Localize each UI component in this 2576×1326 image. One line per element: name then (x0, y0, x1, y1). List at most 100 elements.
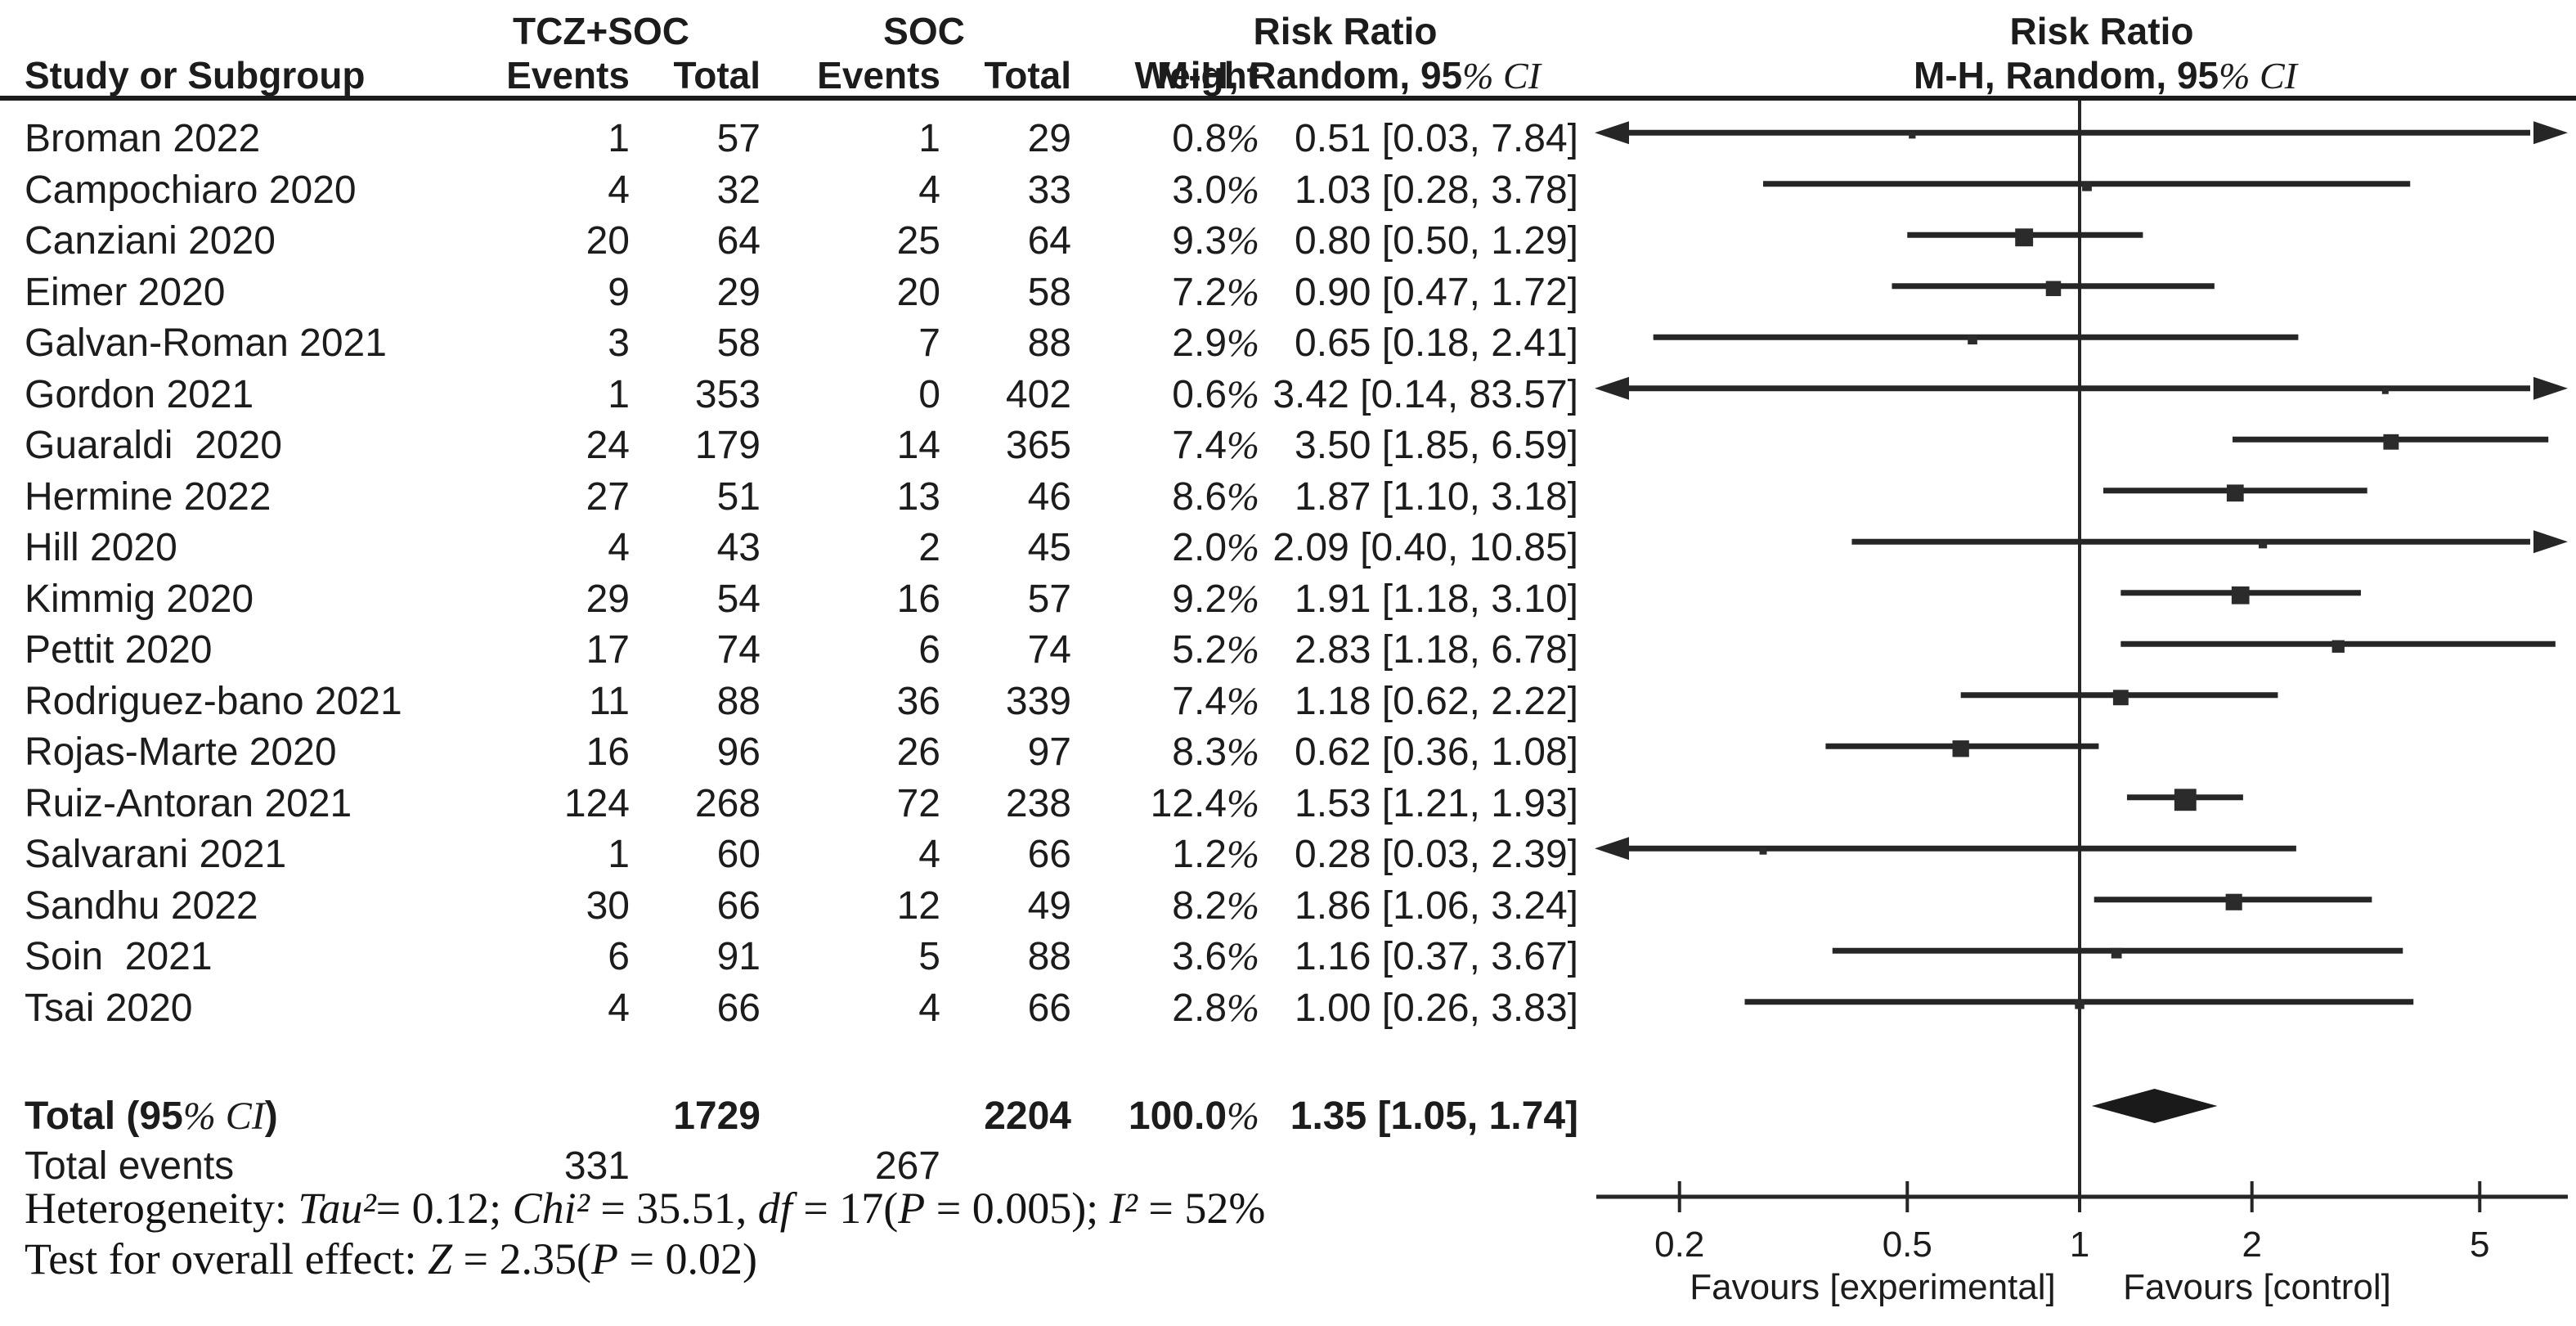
table-row: Guaraldi 2020 24 179 14 365 7.4% 3.50 [1.85, 6… (0, 420, 1603, 472)
right-arrow (2533, 376, 2568, 400)
point-estimate-marker (1968, 335, 1977, 345)
total-events-soc: 267 (874, 1144, 940, 1188)
risk-ratio-ci-text: 1.53 [1.21, 1.93] (1295, 781, 1578, 825)
soc-group-header: SOC (883, 10, 965, 52)
study-name: Pettit 2020 (25, 628, 213, 672)
tcz-events-value: 24 (586, 424, 630, 467)
study-name: Sandhu 2022 (25, 883, 258, 928)
study-name: Broman 2022 (25, 117, 261, 160)
statistic-symbol: Tau² (298, 1184, 376, 1233)
table-row: Hermine 2022 27 51 13 46 8.6% 1.87 [1.10, 3.18… (0, 472, 1603, 524)
soc-total-value: 57 (1027, 577, 1071, 621)
percent-sign: % (1227, 628, 1259, 672)
soc-events-value: 13 (896, 474, 940, 519)
percent-sign: % (1227, 117, 1259, 160)
tcz-soc-group-header: TCZ+SOC (513, 10, 689, 52)
tcz-events-value: 6 (608, 935, 630, 978)
risk-ratio-ci-text: 1.03 [0.28, 3.78] (1295, 168, 1578, 212)
percent-sign: % (1227, 781, 1259, 825)
table-row: Rojas-Marte 2020 16 96 26 97 8.3% 0.62 [0.36, … (0, 727, 1603, 779)
percent-sign: % (1227, 270, 1259, 314)
risk-ratio-plot-column-title: Risk Ratio (2009, 10, 2194, 52)
tcz-total-value: 66 (716, 883, 761, 928)
statistic-text: = 2.35( (452, 1234, 591, 1283)
point-estimate-marker (2259, 540, 2268, 549)
left-arrow (1595, 121, 1629, 145)
percent-sign: % (1227, 986, 1259, 1030)
weight-value: 2.9% (1172, 321, 1259, 365)
tcz-total-value: 91 (716, 935, 761, 978)
statistic-text: = 0.12; (375, 1184, 513, 1233)
weight-value: 9.2% (1172, 577, 1259, 621)
point-estimate-marker (2174, 789, 2197, 811)
soc-events-value: 4 (918, 986, 940, 1030)
tcz-events-value: 1 (608, 372, 630, 416)
table-row: Rodriguez-bano 2021 11 88 36 339 7.4% 1.18 [0.… (0, 676, 1603, 728)
weight-value: 12.4% (1150, 781, 1259, 825)
soc-total-column-header: Total (984, 54, 1071, 97)
header-divider-line (0, 96, 2576, 101)
point-estimate-marker (2331, 640, 2345, 653)
tcz-total-value: 54 (716, 577, 761, 621)
table-row: Ruiz-Antoran 2021 124 268 72 238 12.4% 1.53 [1… (0, 779, 1603, 830)
percent-sign: % (1227, 424, 1259, 467)
risk-ratio-ci-text: 0.62 [0.36, 1.08] (1295, 730, 1578, 774)
soc-events-value: 36 (896, 679, 940, 723)
point-estimate-marker (2082, 181, 2092, 191)
soc-total-value: 66 (1027, 833, 1071, 876)
weight-value: 7.4% (1172, 679, 1259, 723)
axis-tick-label: 2 (2242, 1225, 2261, 1265)
axis-tick-label: 0.2 (1654, 1225, 1704, 1265)
percent-sign: % (1227, 679, 1259, 723)
tcz-events-value: 4 (608, 526, 630, 569)
tcz-events-value: 124 (563, 781, 630, 825)
soc-total-value: 49 (1027, 883, 1071, 928)
right-arrow (2533, 530, 2568, 554)
percent-sign: % (1227, 219, 1259, 263)
total-events-row: Total events 331 267 (0, 1141, 1603, 1192)
pooled-effect-diamond (2091, 1089, 2218, 1123)
tcz-events-value: 20 (586, 219, 630, 263)
tcz-events-value: 9 (608, 270, 630, 314)
total-label: Total (95% CI) (25, 1095, 278, 1138)
soc-total-value: 74 (1027, 628, 1071, 672)
tcz-events-value: 17 (586, 628, 630, 672)
study-name: Rojas-Marte 2020 (25, 730, 337, 774)
risk-ratio-ci-text: 0.90 [0.47, 1.72] (1295, 270, 1578, 314)
weight-value: 3.0% (1172, 168, 1259, 212)
soc-events-value: 14 (896, 424, 940, 467)
tcz-events-value: 29 (586, 577, 630, 621)
soc-events-value: 72 (896, 781, 940, 825)
statistic-symbol: df (757, 1184, 792, 1233)
soc-total-value: 58 (1027, 270, 1071, 314)
total-weight: 100.0% (1128, 1095, 1259, 1138)
tcz-total-value: 58 (716, 321, 761, 365)
percent-sign: % (1227, 883, 1259, 928)
study-name: Kimmig 2020 (25, 577, 254, 621)
study-name: Eimer 2020 (25, 270, 226, 314)
point-estimate-marker (1952, 740, 1969, 757)
study-name: Gordon 2021 (25, 372, 254, 416)
table-row: Canziani 2020 20 64 25 64 9.3% 0.80 [0.50, 1.2… (0, 216, 1603, 267)
percent-ci-text: % CI (1462, 55, 1541, 97)
soc-total-value: 88 (1027, 935, 1071, 978)
risk-ratio-ci-text: 2.83 [1.18, 6.78] (1295, 628, 1578, 672)
weight-value: 7.2% (1172, 270, 1259, 314)
tcz-total-value: 353 (694, 372, 761, 416)
table-row: Galvan-Roman 2021 3 58 7 88 2.9% 0.65 [0.18, 2… (0, 318, 1603, 370)
study-name: Galvan-Roman 2021 (25, 321, 387, 365)
soc-events-value: 4 (918, 168, 940, 212)
statistic-text: = 17( (792, 1184, 899, 1233)
risk-ratio-ci-text: 3.50 [1.85, 6.59] (1295, 424, 1578, 467)
total-tcz-total: 1729 (673, 1095, 761, 1138)
risk-ratio-ci-text: 0.65 [0.18, 2.41] (1295, 321, 1578, 365)
risk-ratio-ci-text: 1.91 [1.18, 3.10] (1295, 577, 1578, 621)
tcz-total-value: 74 (716, 628, 761, 672)
tcz-total-value: 51 (716, 474, 761, 519)
study-name: Campochiaro 2020 (25, 168, 357, 212)
tcz-events-value: 16 (586, 730, 630, 774)
weight-column-header: Weight (1134, 54, 1259, 97)
statistic-text: = 52% (1137, 1184, 1266, 1233)
table-row: Sandhu 2022 30 66 12 49 8.2% 1.86 [1.06, 3.24] (0, 881, 1603, 933)
